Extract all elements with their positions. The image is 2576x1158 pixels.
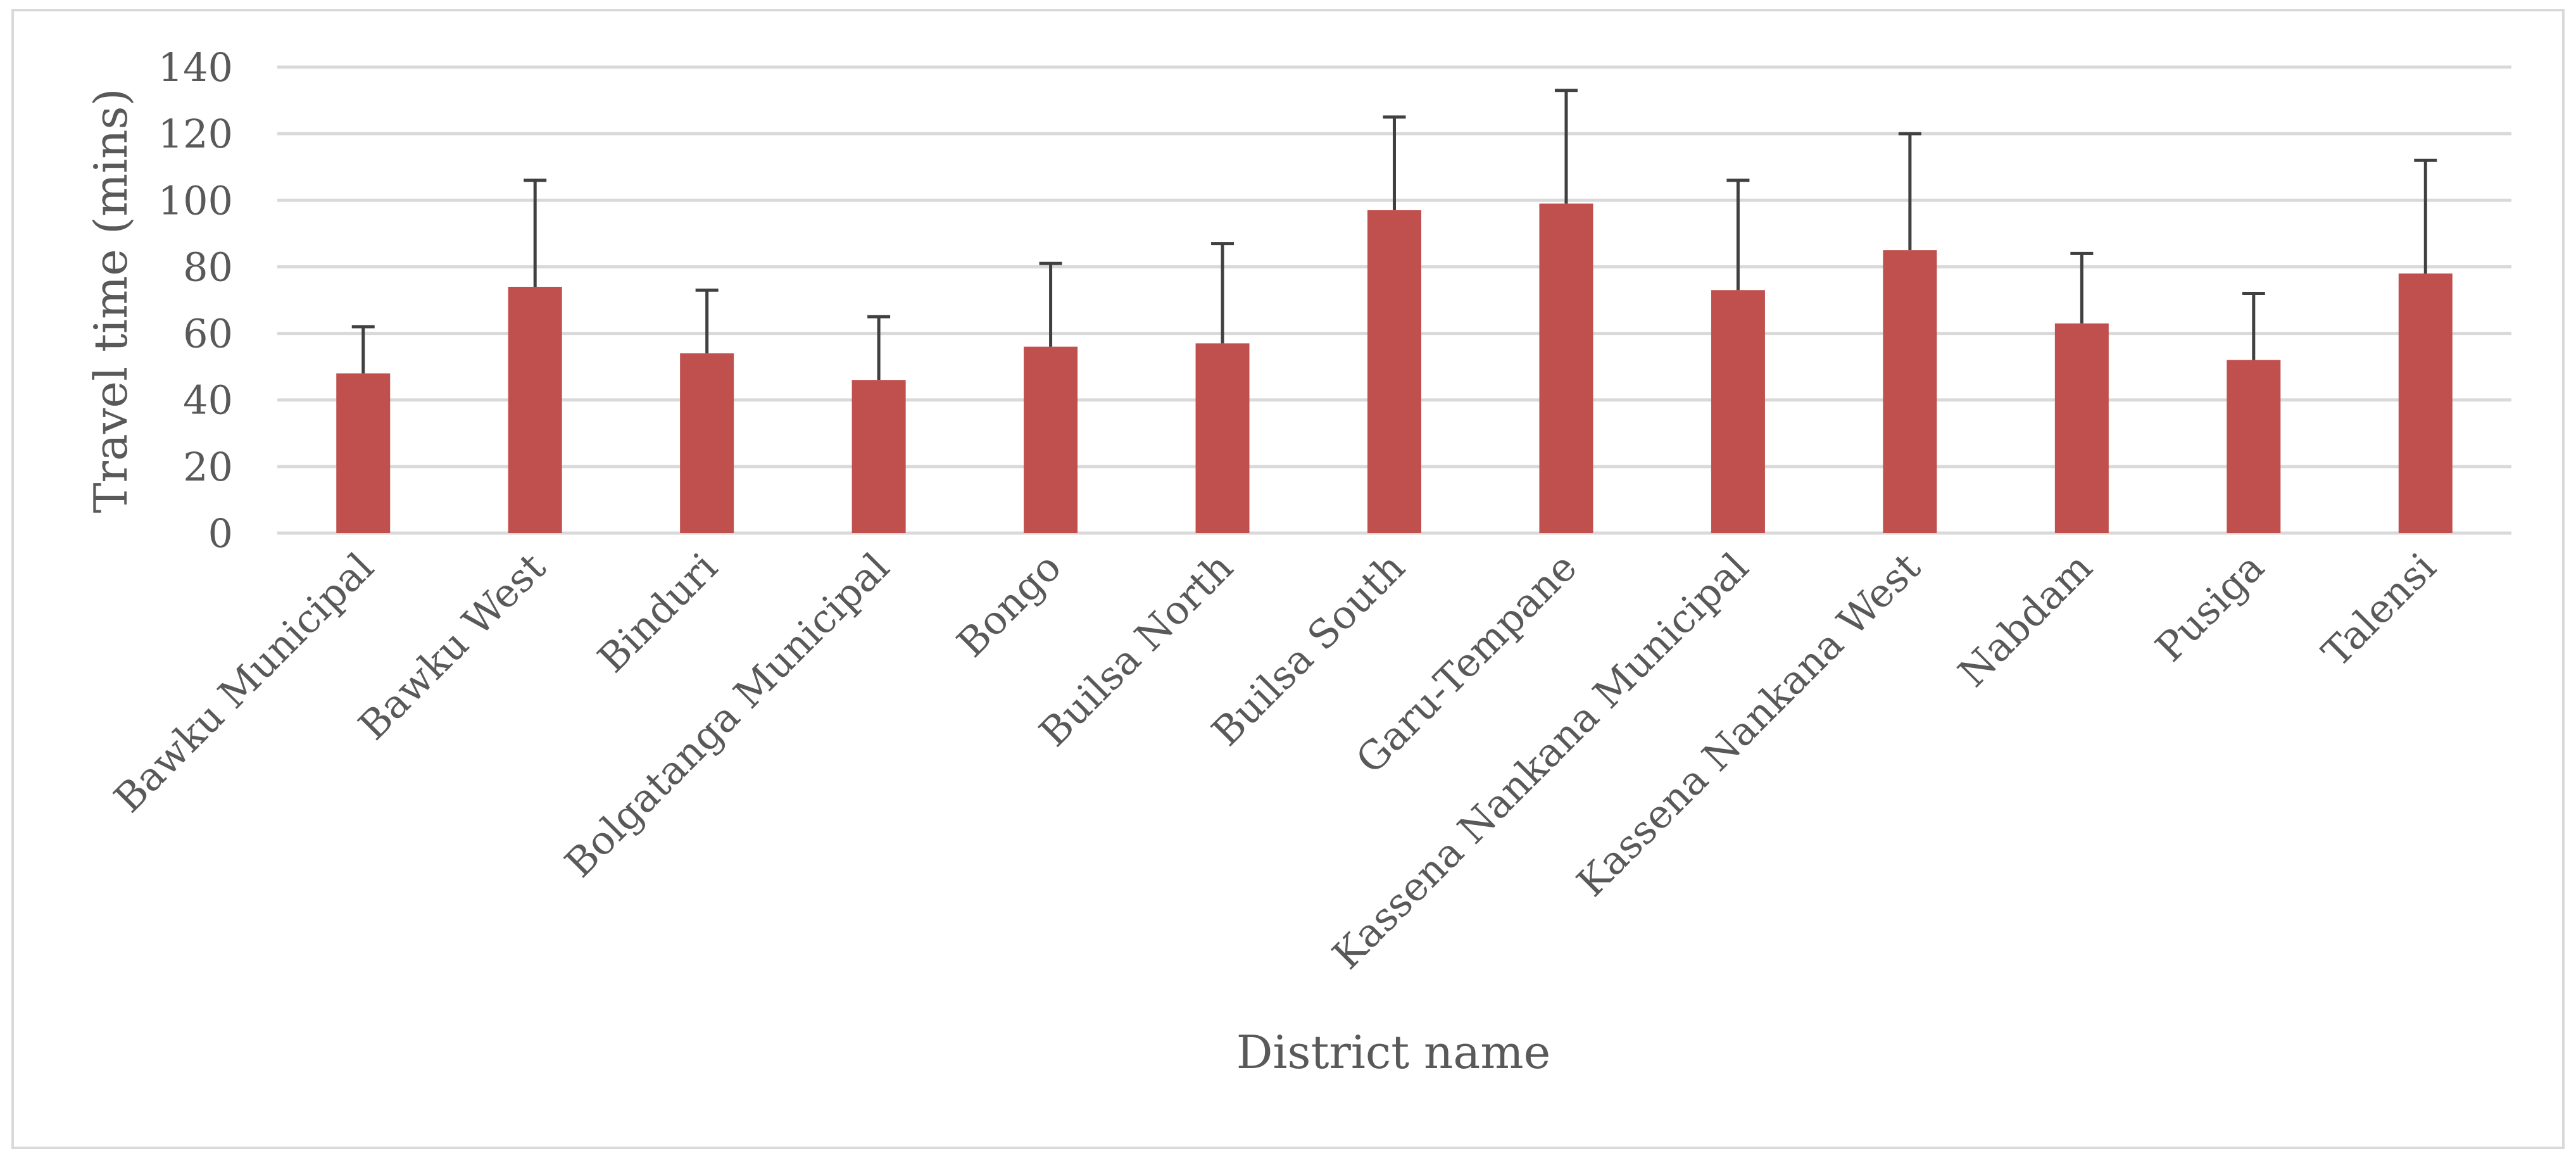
x-tick-label: Nabdam	[1949, 544, 2101, 696]
y-tick-label: 80	[183, 244, 233, 290]
x-tick-label: Bongo	[948, 544, 1070, 666]
bar	[1883, 250, 1937, 533]
x-tick-label: Kassena Nankana West	[1568, 544, 1929, 905]
bar	[1024, 346, 1078, 533]
bar	[1539, 203, 1593, 533]
error-bars	[351, 89, 2437, 381]
bar	[336, 373, 391, 533]
y-tick-label: 40	[183, 377, 233, 424]
bar	[1711, 290, 1765, 533]
y-axis-ticks: 0 20 40 60 80 100 120 140	[158, 44, 233, 557]
y-tick-label: 20	[183, 444, 233, 490]
x-tick-label: Bolgatanga Municipal	[556, 544, 898, 886]
bar	[680, 353, 734, 533]
bar	[851, 380, 906, 533]
y-axis-title: Travel time (mins)	[84, 88, 137, 513]
y-tick-label: 0	[208, 510, 233, 557]
y-tick-label: 120	[158, 111, 233, 157]
x-tick-label: Bawku Municipal	[105, 544, 382, 821]
bars	[336, 203, 2453, 533]
bar	[508, 286, 562, 533]
x-tick-label: Talensi	[2313, 544, 2445, 676]
x-axis-title: District name	[1236, 1026, 1550, 1079]
y-tick-label: 140	[158, 44, 233, 91]
bar	[1195, 343, 1250, 533]
x-tick-label: Pusiga	[2146, 544, 2273, 670]
bar	[2054, 323, 2109, 533]
bar	[1367, 210, 1421, 533]
bar	[2398, 273, 2453, 533]
y-tick-label: 60	[183, 311, 233, 357]
bar	[2227, 360, 2281, 533]
x-tick-label: Binduri	[589, 544, 726, 681]
y-tick-label: 100	[158, 177, 233, 223]
